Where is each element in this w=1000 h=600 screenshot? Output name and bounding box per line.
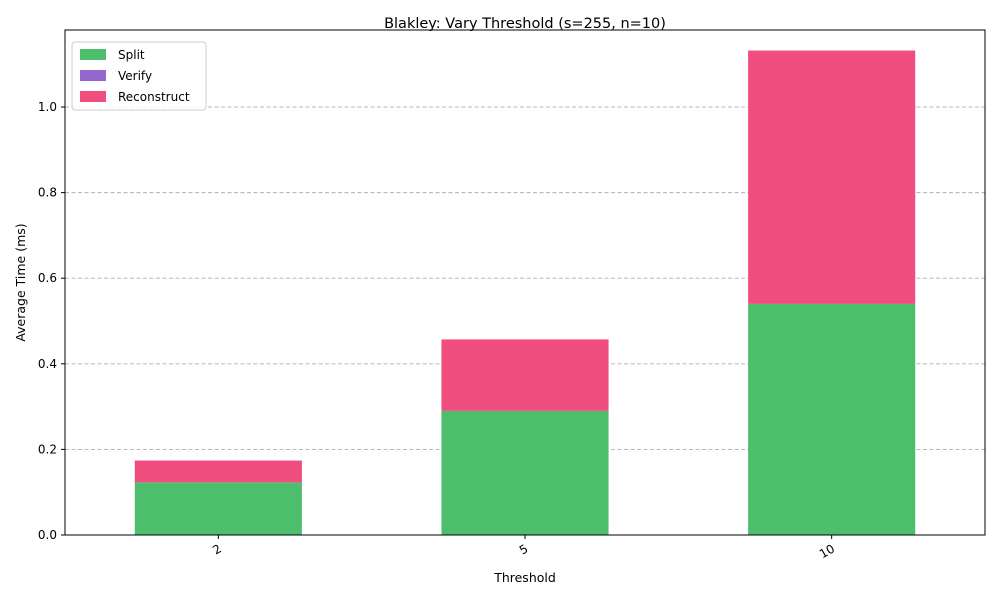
x-tick-label: 5 bbox=[517, 541, 531, 557]
legend-swatch-verify bbox=[80, 70, 106, 81]
bar-split-5 bbox=[441, 410, 609, 535]
x-axis-ticks: 2 5 10 bbox=[210, 535, 837, 561]
x-axis-label: Threshold bbox=[493, 570, 556, 585]
y-tick-label: 0.2 bbox=[38, 442, 57, 456]
legend: Split Verify Reconstruct bbox=[71, 41, 207, 111]
y-tick-label: 1.0 bbox=[38, 100, 57, 114]
x-tick-label: 2 bbox=[210, 541, 224, 557]
legend-swatch-reconstruct bbox=[80, 91, 106, 102]
legend-label-verify: Verify bbox=[118, 69, 152, 83]
grid-lines bbox=[65, 106, 985, 450]
bar-split-2 bbox=[134, 482, 302, 535]
legend-swatch-split bbox=[80, 49, 106, 60]
bars bbox=[134, 50, 916, 535]
bar-reconstruct-10 bbox=[748, 50, 916, 304]
y-tick-label: 0.8 bbox=[38, 186, 57, 200]
y-tick-label: 0.4 bbox=[38, 357, 57, 371]
bar-reconstruct-2 bbox=[134, 460, 302, 483]
legend-label-split: Split bbox=[118, 48, 145, 62]
x-tick-label: 10 bbox=[817, 541, 837, 561]
y-tick-label: 0.0 bbox=[38, 528, 57, 542]
bar-split-10 bbox=[748, 303, 916, 535]
y-axis-ticks: 0.0 0.2 0.4 0.6 0.8 1.0 bbox=[38, 100, 65, 542]
y-axis-label: Average Time (ms) bbox=[13, 223, 28, 341]
chart-title: Blakley: Vary Threshold (s=255, n=10) bbox=[384, 16, 666, 32]
legend-label-reconstruct: Reconstruct bbox=[118, 90, 190, 104]
y-tick-label: 0.6 bbox=[38, 271, 57, 285]
bar-reconstruct-5 bbox=[441, 339, 609, 411]
